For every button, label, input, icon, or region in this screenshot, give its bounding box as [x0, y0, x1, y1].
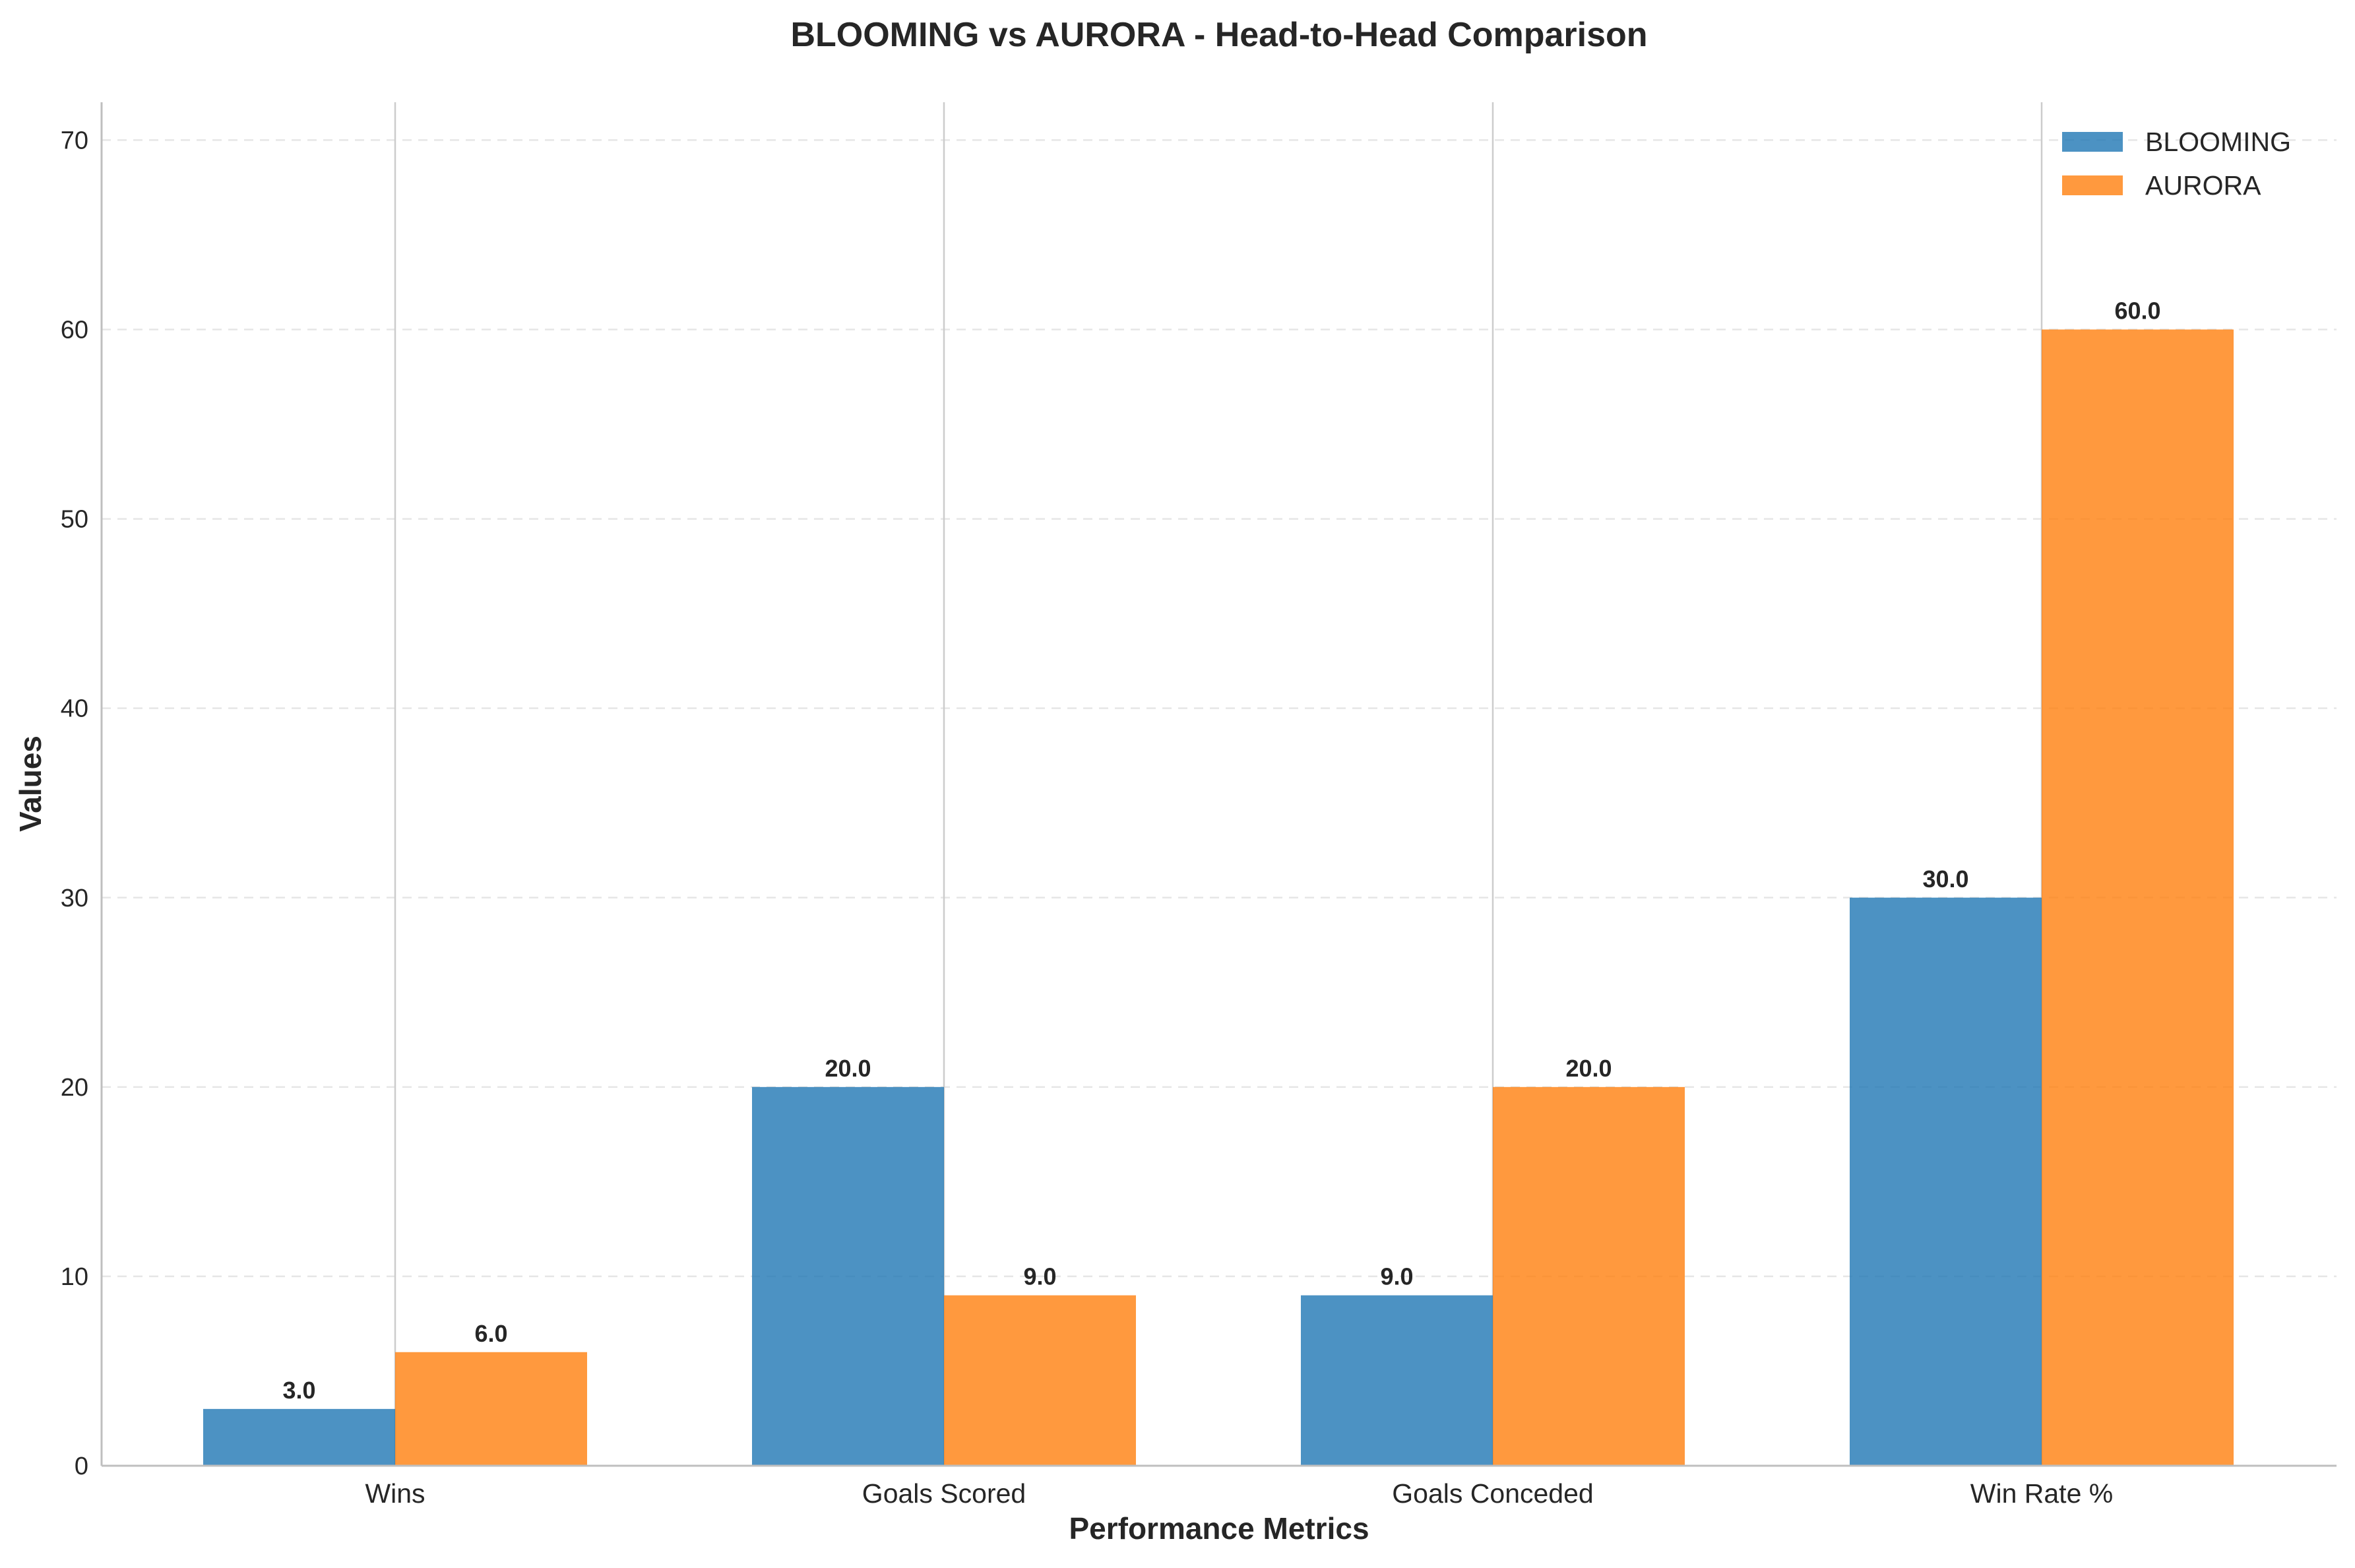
bar-blooming — [1301, 1295, 1493, 1466]
bar-value-label: 9.0 — [1023, 1263, 1056, 1290]
bar-aurora — [944, 1295, 1136, 1466]
y-tick-label: 40 — [61, 695, 88, 723]
bars — [203, 329, 2234, 1466]
y-tick-label: 30 — [61, 885, 88, 912]
y-tick-label: 70 — [61, 127, 88, 154]
bar-blooming — [203, 1408, 395, 1466]
y-tick-label: 20 — [61, 1074, 88, 1102]
y-tick-label: 50 — [61, 506, 88, 534]
bar-value-label: 60.0 — [2114, 298, 2160, 325]
legend-swatch-aurora — [2062, 175, 2123, 195]
bar-value-label: 30.0 — [1922, 865, 1968, 893]
bar-value-label: 9.0 — [1380, 1263, 1413, 1290]
legend-swatch-blooming — [2062, 132, 2123, 152]
legend: BLOOMING AURORA — [2062, 127, 2291, 201]
x-tick-label: Goals Conceded — [1392, 1478, 1593, 1509]
y-tick-label: 10 — [61, 1263, 88, 1291]
bar-value-label: 6.0 — [474, 1320, 507, 1347]
bar-blooming — [752, 1086, 944, 1466]
bar-aurora — [395, 1352, 587, 1466]
bar-aurora — [1493, 1086, 1685, 1466]
y-tick-label: 0 — [75, 1453, 88, 1480]
chart-title: BLOOMING vs AURORA - Head-to-Head Compar… — [790, 16, 1647, 54]
bar-value-label: 20.0 — [1565, 1055, 1612, 1082]
value-labels: 3.0 20.0 9.0 30.0 6.0 9.0 20.0 60.0 — [282, 298, 2160, 1404]
y-tick-label: 60 — [61, 317, 88, 344]
legend-label-aurora: AURORA — [2145, 170, 2261, 201]
y-grid — [102, 139, 2337, 1278]
x-axis-label: Performance Metrics — [1069, 1511, 1369, 1546]
x-ticks: Wins Goals Scored Goals Conceded Win Rate % — [365, 1478, 2113, 1509]
bar-value-label: 20.0 — [825, 1055, 871, 1082]
x-tick-label: Wins — [365, 1478, 425, 1509]
x-tick-label: Win Rate % — [1970, 1478, 2113, 1509]
x-tick-label: Goals Scored — [862, 1478, 1026, 1509]
bar-aurora — [2042, 329, 2234, 1466]
bar-blooming — [1850, 897, 2042, 1466]
legend-label-blooming: BLOOMING — [2145, 127, 2291, 157]
y-axis-label: Values — [13, 736, 47, 832]
bar-value-label: 3.0 — [282, 1377, 315, 1404]
y-ticks: 0 10 20 30 40 50 60 70 — [61, 127, 88, 1480]
